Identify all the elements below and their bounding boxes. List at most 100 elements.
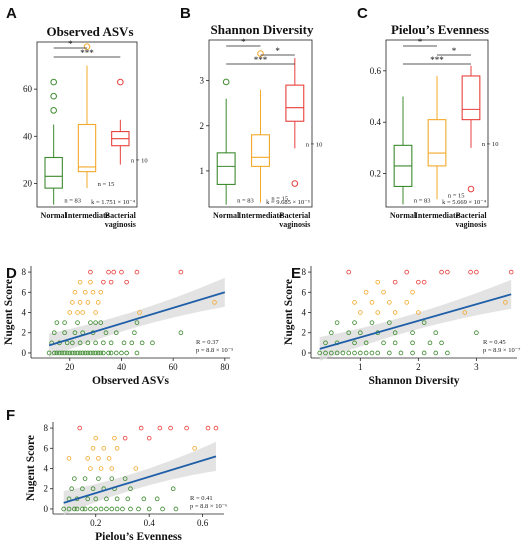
data-point: [363, 350, 369, 356]
data-point: [70, 340, 75, 346]
box-body: [216, 152, 236, 185]
data-point: [82, 476, 88, 481]
data-point: [64, 340, 70, 346]
data-point: [433, 330, 439, 336]
data-point: [352, 340, 357, 346]
p-value: p = 8.9 × 10⁻⁷: [483, 347, 520, 354]
data-point: [112, 435, 117, 441]
data-point: [133, 466, 139, 471]
data-point: [93, 310, 98, 315]
data-point: [141, 496, 147, 502]
data-point: [85, 340, 91, 346]
data-point: [88, 506, 93, 512]
data-point: [114, 506, 120, 512]
x-category-line: Intermediate: [65, 211, 110, 220]
data-point: [462, 310, 468, 315]
panel-label: A: [6, 5, 17, 22]
x-category-label: Bacterial vaginosis: [279, 211, 311, 229]
data-point: [334, 350, 340, 356]
outlier-point: [257, 50, 264, 57]
data-point: [416, 279, 421, 285]
data-point: [392, 279, 398, 285]
data-point: [387, 350, 392, 356]
data-point: [93, 320, 98, 325]
data-point: [74, 506, 80, 512]
data-point: [88, 279, 93, 285]
data-point: [54, 350, 60, 356]
data-point: [108, 350, 114, 356]
outlier-point: [467, 185, 475, 193]
y-tick-label: 60: [23, 84, 33, 94]
scatter-panel-d: D 0 2 4 6 8 20 40 60 80 Observed ASVs Nugent Score R…: [3, 265, 233, 387]
box-2: n = 10: [461, 65, 499, 193]
x-tick-label: 0.6: [197, 518, 209, 528]
x-tick-label: 0.4: [144, 518, 156, 528]
data-point: [62, 330, 67, 336]
data-point: [77, 350, 83, 356]
y-tick-label: 6: [22, 287, 27, 297]
data-point: [85, 496, 91, 502]
data-point: [329, 350, 334, 356]
data-point: [114, 445, 120, 451]
data-point: [346, 269, 352, 275]
test-statistic: k = 1.751 × 10⁻⁴: [91, 199, 136, 206]
data-point: [508, 269, 514, 275]
data-point: [125, 496, 131, 502]
data-point: [51, 330, 57, 336]
panel-label: C: [357, 5, 368, 22]
outlier-point: [222, 78, 230, 86]
x-category-line: Bacterial: [455, 211, 487, 220]
data-point: [72, 476, 77, 481]
panel-label: E: [291, 265, 301, 282]
x-category-line: Normal: [41, 211, 68, 220]
data-point: [62, 350, 67, 356]
confidence-band: [319, 279, 512, 361]
x-tick-label: 80: [220, 362, 230, 372]
box-body: [461, 75, 481, 121]
y-tick-label: 4: [44, 464, 49, 474]
data-point: [134, 350, 140, 356]
data-point: [75, 310, 80, 315]
data-point: [134, 320, 140, 325]
plot-frame: [36, 41, 138, 208]
data-point: [75, 320, 80, 325]
regression-line: [63, 455, 217, 504]
data-point: [98, 350, 104, 356]
plot-frame: [208, 39, 313, 208]
y-tick-label: 4: [22, 308, 27, 318]
data-point: [109, 506, 115, 512]
y-tick-label: 8: [302, 267, 307, 277]
n-label: n = 83: [237, 198, 254, 205]
data-point: [363, 289, 369, 295]
data-point: [134, 269, 140, 275]
data-point: [70, 300, 75, 305]
data-point: [106, 456, 112, 461]
data-point: [323, 350, 328, 356]
x-category-line: Normal: [213, 211, 240, 220]
y-axis-label: Nugent Score: [3, 279, 15, 345]
data-point: [106, 269, 111, 275]
data-point: [77, 340, 83, 346]
x-category-line: Bacterial: [279, 211, 311, 220]
data-point: [95, 300, 101, 305]
data-point: [108, 279, 114, 285]
data-point: [98, 289, 104, 295]
n-label: n = 10: [482, 141, 499, 148]
data-point: [108, 340, 114, 346]
data-point: [474, 269, 479, 275]
y-tick-label: 0: [302, 348, 307, 358]
data-point: [88, 350, 93, 356]
plot-frame: [385, 39, 489, 208]
data-point: [70, 350, 75, 356]
regression-line: [319, 293, 512, 350]
data-point: [410, 289, 415, 295]
test-statistic: k = 5.669 × 10⁻⁴: [442, 199, 487, 206]
data-point: [352, 300, 357, 305]
x-axis-label: Observed ASVs: [92, 375, 170, 387]
data-point: [101, 340, 106, 346]
y-tick-label: 2: [22, 328, 27, 338]
y-tick-label: 0: [44, 504, 49, 514]
data-point: [104, 496, 109, 502]
x-category-line: Intermediate: [415, 211, 460, 220]
x-tick-label: 0.2: [90, 518, 101, 528]
